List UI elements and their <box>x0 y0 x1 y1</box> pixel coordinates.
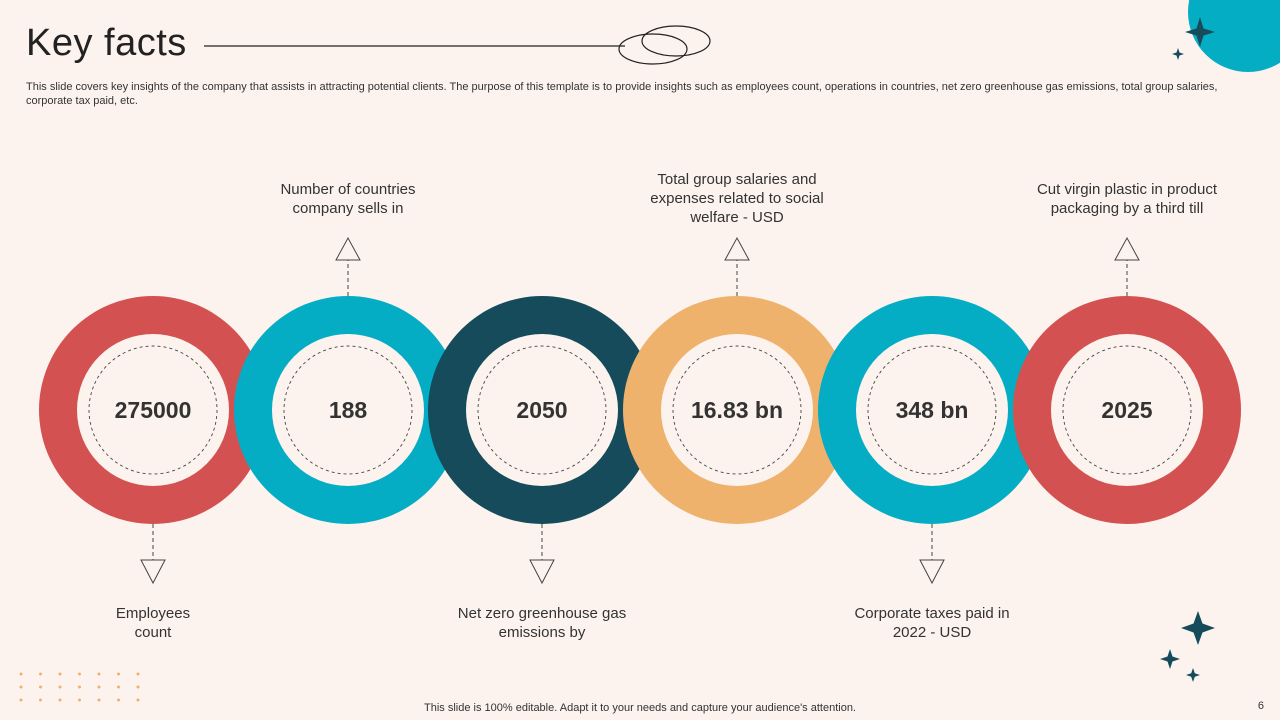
arrow-down-icon <box>529 559 555 585</box>
dot <box>136 685 140 689</box>
ring-inner-net-zero <box>466 334 618 486</box>
dot <box>39 685 42 689</box>
dot <box>78 672 81 676</box>
ring-dashed-countries <box>283 345 413 475</box>
dot <box>39 672 42 676</box>
fact-label-salaries: Total group salaries and expenses relate… <box>650 171 824 226</box>
arrow-up-icon <box>1114 236 1140 261</box>
fact-label-employees: Employees count <box>115 605 191 641</box>
arrow-up-icon <box>724 236 750 261</box>
page-title: Key facts <box>26 22 187 64</box>
title-ellipse-right <box>641 25 711 57</box>
dot <box>136 672 140 676</box>
ring-dashed-salaries <box>672 345 802 475</box>
dot <box>117 672 120 676</box>
dot <box>58 672 62 676</box>
dot <box>19 698 23 702</box>
dot <box>78 685 81 689</box>
dot <box>97 698 101 702</box>
fact-label-plastic: Cut virgin plastic in product packaging … <box>1036 181 1218 217</box>
dot <box>97 672 101 676</box>
fact-label-countries: Number of countries company sells in <box>280 181 416 217</box>
slide-description: This slide covers key insights of the co… <box>26 81 1218 107</box>
ring-inner-salaries <box>661 334 813 486</box>
star-icon <box>1172 48 1184 60</box>
title-ellipse-left <box>618 33 688 65</box>
ring-inner-countries <box>272 334 424 486</box>
star-icon <box>1185 17 1215 47</box>
ring-inner-employees <box>77 334 229 486</box>
star-icon <box>1160 649 1180 669</box>
dot <box>117 698 120 702</box>
fact-value-net-zero: 2050 <box>516 397 568 423</box>
dot <box>78 698 81 702</box>
dot-grid <box>19 672 140 702</box>
star-icon <box>1181 611 1215 645</box>
arrow-down-icon <box>140 559 166 585</box>
dot <box>97 685 101 689</box>
star-icon <box>1186 668 1200 682</box>
page-number: 6 <box>1257 700 1264 712</box>
fact-value-salaries: 16.83 bn <box>690 397 784 423</box>
fact-value-employees: 275000 <box>114 397 192 423</box>
dot <box>58 685 62 689</box>
ring-dashed-net-zero <box>477 345 607 475</box>
fact-value-taxes: 348 bn <box>895 397 969 423</box>
footer-note: This slide is 100% editable. Adapt it to… <box>424 702 856 714</box>
fact-label-net-zero: Net zero greenhouse gas emissions by <box>457 605 627 641</box>
dot <box>39 698 42 702</box>
arrow-up-icon <box>335 236 361 261</box>
ring-dashed-plastic <box>1062 345 1192 475</box>
fact-value-countries: 188 <box>328 397 368 423</box>
dot <box>58 698 62 702</box>
dot <box>117 685 120 689</box>
corner-circle <box>1188 0 1280 72</box>
fact-value-plastic: 2025 <box>1101 397 1153 423</box>
arrow-down-icon <box>919 559 945 585</box>
dot <box>19 672 23 676</box>
fact-label-taxes: Corporate taxes paid in 2022 - USD <box>854 605 1010 641</box>
ring-dashed-taxes <box>867 345 997 475</box>
dot <box>19 685 23 689</box>
dot <box>136 698 140 702</box>
ring-inner-taxes <box>856 334 1008 486</box>
ring-inner-plastic <box>1051 334 1203 486</box>
ring-dashed-employees <box>88 345 218 475</box>
